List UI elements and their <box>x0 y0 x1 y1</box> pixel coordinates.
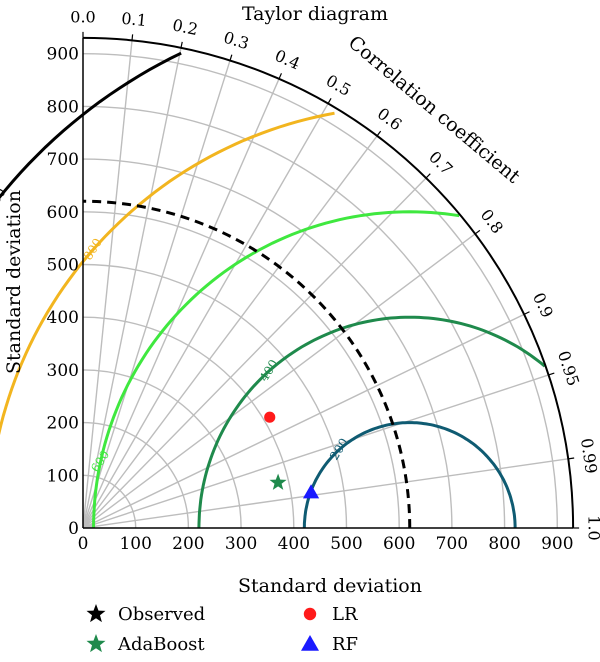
std-grid-arc <box>82 211 400 529</box>
corr-tick-mark <box>376 130 382 137</box>
y-tick-label: 100 <box>47 466 79 486</box>
corr-tick-mark <box>474 229 481 235</box>
corr-tick-mark <box>548 372 555 376</box>
rms-contour-400 <box>197 315 546 529</box>
corr-tick-label: 0.6 <box>374 104 406 134</box>
x-tick-label: 900 <box>541 534 573 554</box>
std-grid-arc <box>82 369 242 529</box>
x-tick-label: 700 <box>436 534 468 554</box>
marker-rf <box>302 484 320 499</box>
y-tick-label: 800 <box>47 97 79 117</box>
corr-grid-ray <box>82 374 549 529</box>
marker-adaboost <box>269 473 287 490</box>
corr-grid-ray <box>82 313 525 529</box>
y-tick-label: 400 <box>47 308 79 328</box>
legend-marker-adaboost <box>86 634 106 653</box>
corr-tick-mark <box>278 73 282 80</box>
corr-grid-ray <box>82 47 182 529</box>
y-tick-label: 600 <box>47 203 79 223</box>
corr-tick-label: 0.5 <box>323 71 355 100</box>
corr-tick-label: 1.0 <box>585 515 600 540</box>
x-tick-label: 200 <box>172 534 204 554</box>
corr-tick-mark <box>180 41 183 48</box>
corr-tick-mark <box>327 98 332 104</box>
std-grid-arc <box>82 105 506 529</box>
y-tick-label: 300 <box>47 361 79 381</box>
corr-tick-label: 0.3 <box>221 28 251 54</box>
corr-grid-ray <box>82 78 280 529</box>
y-tick-label: 200 <box>47 414 79 434</box>
legend-marker-lr <box>303 607 317 621</box>
corr-tick-mark <box>229 54 233 61</box>
rms-contour-1000 <box>0 51 182 199</box>
y-tick-label: 900 <box>47 45 79 65</box>
corr-tick-label: 0.4 <box>272 46 303 74</box>
corr-grid-ray <box>82 458 569 529</box>
tick-labels: 00 100 100 200 200 300 300 400 400 500 500 600 600 70… <box>47 7 600 554</box>
x-tick-label: 100 <box>119 534 151 554</box>
std-grid-arc <box>82 53 558 529</box>
x-axis-title: Standard deviation <box>238 575 422 597</box>
y-axis-title: Standard deviation <box>3 190 25 374</box>
reference-std-arc <box>82 199 412 529</box>
x-tick-label: 0 <box>78 534 89 554</box>
corr-tick-mark <box>131 34 134 41</box>
x-tick-label: 400 <box>278 534 310 554</box>
data-markers <box>264 411 320 499</box>
x-tick-label: 600 <box>383 534 415 554</box>
legend-marker-observed <box>86 604 106 623</box>
legend-label: Observed <box>118 604 205 625</box>
outer-arc <box>82 36 575 529</box>
legend-label: RF <box>332 634 358 655</box>
corr-tick-label: 0.8 <box>477 205 507 237</box>
grid-layer <box>82 40 569 529</box>
legend-item: AdaBoost <box>86 634 205 655</box>
rms-contour-200 <box>302 421 517 529</box>
corr-tick-label: 0.2 <box>171 15 200 39</box>
x-tick-label: 800 <box>488 534 520 554</box>
corr-tick-label: 0.9 <box>529 290 557 321</box>
corr-tick-label: 0.1 <box>120 9 147 30</box>
y-tick-label: 700 <box>47 150 79 170</box>
corr-grid-ray <box>82 177 427 529</box>
corr-grid-ray <box>82 135 378 529</box>
legend-label: AdaBoost <box>117 634 205 655</box>
std-grid-arc <box>82 316 295 529</box>
corr-grid-ray <box>82 103 329 529</box>
std-grid-arc <box>82 158 453 529</box>
rms-contour-600 <box>92 210 460 529</box>
plot-frame <box>82 36 575 529</box>
corr-tick-mark <box>568 457 575 460</box>
legend-item: Observed <box>86 604 205 625</box>
x-tick-label: 500 <box>330 534 362 554</box>
chart-title: Taylor diagram <box>242 3 388 25</box>
legend-item: LR <box>303 604 358 625</box>
std-grid-arc <box>82 263 348 529</box>
corr-tick-label: 0.0 <box>70 7 95 26</box>
marker-lr <box>264 411 276 423</box>
rms-contour-800 <box>0 111 335 436</box>
y-tick-label: 0 <box>68 519 79 539</box>
std-grid-arc <box>82 421 190 529</box>
corr-tick-label: 0.95 <box>554 349 583 389</box>
legend-item: RF <box>301 634 358 655</box>
legend-marker-rf <box>301 635 319 651</box>
corr-grid-ray <box>82 233 476 529</box>
corr-tick-mark <box>425 173 431 179</box>
corr-grid-ray <box>82 40 133 529</box>
x-tick-label: 300 <box>225 534 257 554</box>
corr-tick-mark <box>523 311 530 315</box>
rms-contour-label: 400 <box>257 357 281 384</box>
corr-grid-ray <box>82 60 231 529</box>
legend: Observed LR AdaBoost RF <box>86 604 358 655</box>
corr-tick-label: 0.99 <box>577 437 600 475</box>
legend-label: LR <box>332 604 358 625</box>
y-tick-label: 500 <box>47 256 79 276</box>
